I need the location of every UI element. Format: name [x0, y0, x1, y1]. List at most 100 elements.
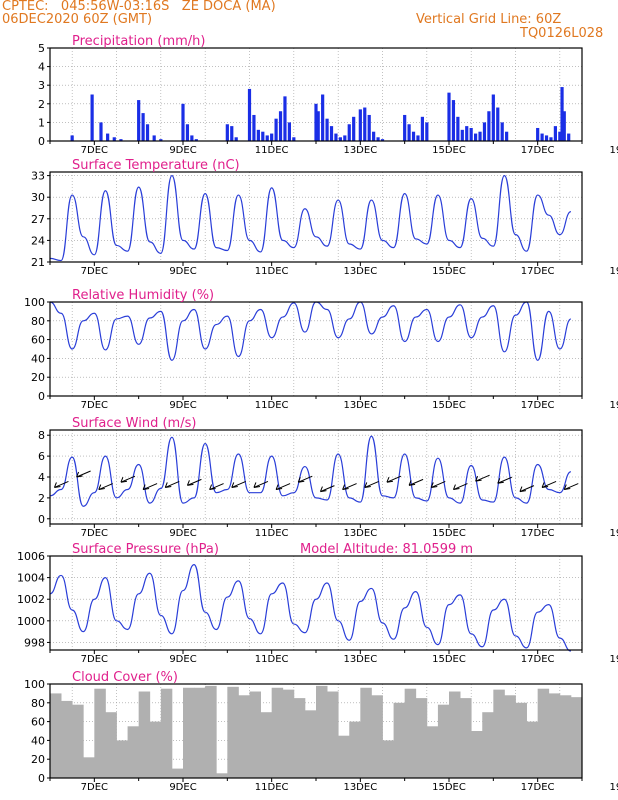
x-tick-label: 15DEC: [432, 145, 466, 156]
wind-arrow: [386, 475, 402, 483]
y-tick-label: 2: [38, 98, 45, 111]
precip-bar: [376, 137, 380, 141]
precip-bar: [247, 88, 252, 141]
precip-bar: [425, 122, 429, 141]
x-tick-label: 13DEC: [343, 654, 377, 665]
x-tick-label: 13DEC: [343, 400, 377, 411]
precip-bar: [274, 118, 278, 141]
wind-arrow-head: [519, 486, 527, 493]
x-tick-label: 9DEC: [169, 400, 196, 411]
precip-bar: [482, 122, 487, 141]
wind-line: [49, 435, 572, 507]
wind-arrow-head: [452, 484, 460, 491]
x-tick-label: 17DEC: [521, 400, 555, 411]
y-tick-label: 100: [24, 678, 45, 691]
x-tick-label: 15DEC: [432, 782, 466, 793]
precip-bar: [261, 131, 265, 141]
cloud-bar: [271, 687, 284, 778]
wind-arrow-head: [408, 480, 416, 486]
precip-bar: [230, 126, 234, 141]
y-tick-label: 60: [31, 334, 45, 347]
cloud-bar: [504, 695, 516, 778]
wind-arrow-head: [53, 482, 61, 488]
cloud-bar: [382, 740, 394, 778]
x-tick-label: 13DEC: [343, 782, 377, 793]
cloud-bar: [537, 688, 550, 778]
precip-bar: [558, 131, 562, 141]
precip-bar: [562, 111, 566, 141]
x-tick-label: 15DEC: [432, 400, 466, 411]
precip-bar: [159, 139, 163, 141]
precip-bar: [544, 135, 549, 141]
y-tick-label: 1000: [17, 615, 45, 628]
y-tick-label: 20: [31, 753, 45, 766]
panel-title: Relative Humidity (%): [72, 288, 214, 303]
x-tick-label: 9DEC: [169, 145, 196, 156]
panel-title: Surface Pressure (hPa): [72, 542, 219, 557]
cloud-bar: [482, 712, 494, 778]
precip-bar: [487, 111, 491, 141]
wind-arrow: [475, 474, 490, 482]
y-tick-label: 100: [24, 296, 45, 309]
y-tick-label: 5: [38, 42, 45, 55]
cloud-bar: [415, 698, 428, 778]
x-tick-label: 19DEC: [609, 145, 618, 156]
panel-temp: 21 24 27 30 33 7DEC 9DEC 11DEC 13DEC 15DEC 17DEC 19…: [31, 158, 618, 277]
wind-arrow: [453, 483, 468, 490]
y-tick-label: 24: [31, 234, 45, 247]
wind-arrow: [120, 475, 136, 483]
precip-bar: [99, 122, 103, 141]
precip-bar: [278, 111, 283, 141]
precip-bar: [451, 100, 456, 141]
precip-bar: [292, 137, 296, 141]
y-tick-label: 0: [38, 135, 45, 148]
y-tick-label: 40: [31, 734, 45, 747]
x-tick-label: 7DEC: [81, 145, 108, 156]
panel-title: Cloud Cover (%): [72, 670, 178, 685]
cloud-bar: [404, 688, 417, 778]
wind-arrow: [497, 476, 512, 484]
wind-arrow: [541, 480, 557, 488]
precip-bar: [329, 126, 334, 141]
x-tick-label: 11DEC: [255, 654, 289, 665]
x-tick-label: 19DEC: [609, 782, 618, 793]
x-tick-label: 17DEC: [521, 266, 555, 277]
cloud-bar: [183, 687, 195, 778]
cloud-bar: [493, 689, 505, 778]
wind-arrow: [187, 478, 202, 486]
temp-line: [49, 174, 572, 262]
cloud-bar: [349, 721, 361, 778]
wind-arrow-head: [142, 484, 150, 491]
precip-bar: [234, 137, 238, 141]
wind-arrow-head: [120, 477, 128, 483]
precip-bar: [106, 133, 110, 141]
y-tick-label: 4: [38, 61, 45, 74]
precip-bar: [352, 116, 356, 141]
precip-bar: [496, 107, 500, 141]
precip-bar: [70, 135, 74, 141]
x-tick-label: 7DEC: [81, 400, 108, 411]
grid-note: Vertical Grid Line: 60Z: [416, 12, 562, 27]
cloud-bar: [50, 693, 62, 778]
precip-bar: [560, 87, 564, 141]
x-tick-label: 17DEC: [521, 145, 555, 156]
wind-arrow-head: [275, 484, 283, 491]
x-tick-label: 9DEC: [169, 782, 196, 793]
precip-bar: [553, 126, 557, 141]
x-tick-label: 11DEC: [255, 266, 289, 277]
wind-arrow: [231, 480, 246, 488]
y-tick-label: 33: [31, 170, 45, 183]
panel-frame: [49, 429, 583, 525]
panel-pres: 998 1000 1002 1004 1006 7DEC 9DEC 11DEC 13DEC 15D…: [17, 542, 618, 665]
run-code: TQ0126L028: [520, 26, 604, 41]
wind-arrow-head: [297, 477, 305, 483]
wind-arrow: [519, 485, 535, 493]
y-tick-label: 6: [38, 450, 45, 463]
precip-bar: [321, 94, 325, 141]
x-tick-label: 9DEC: [169, 654, 196, 665]
y-tick-label: 30: [31, 191, 45, 204]
y-tick-label: 21: [31, 256, 45, 269]
precip-bar: [420, 116, 424, 141]
x-tick-label: 7DEC: [81, 782, 108, 793]
